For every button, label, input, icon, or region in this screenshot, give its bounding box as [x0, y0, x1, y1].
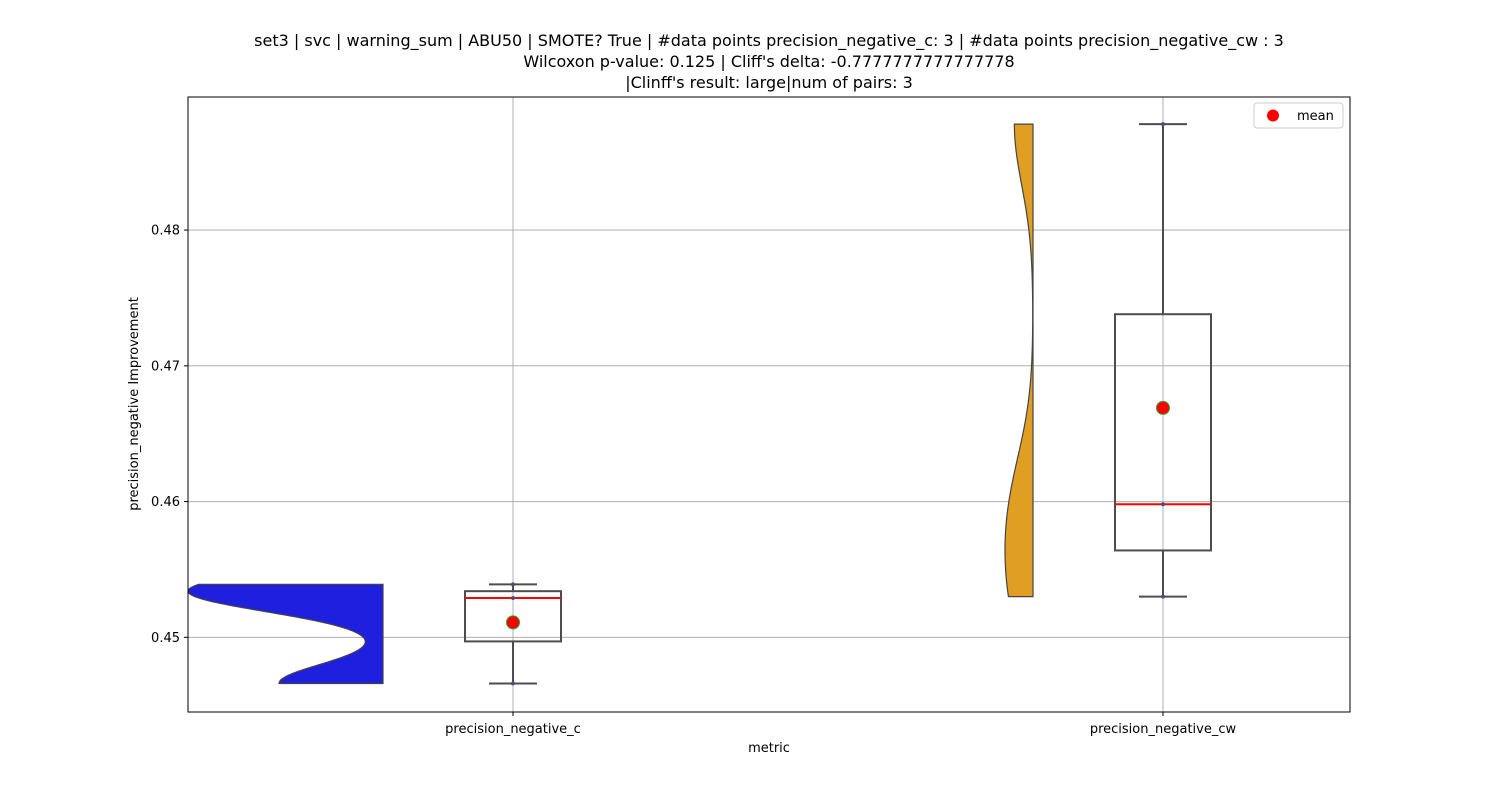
data-point [1161, 502, 1165, 507]
violin-precision_negative_c [187, 583, 384, 685]
legend: mean [1253, 102, 1344, 129]
y-tick-label: 0.48 [151, 224, 180, 239]
x-tick-label: precision_negative_c [445, 722, 581, 737]
data-point [1161, 122, 1165, 127]
x-axis-label: metric [748, 741, 790, 756]
mean-marker [1156, 400, 1170, 415]
title-line-1: set3 | svc | warning_sum | ABU50 | SMOTE… [254, 31, 1284, 51]
y-axis-label: precision_negative Improvement [127, 297, 142, 511]
box-precision_negative_c [464, 590, 562, 643]
chart-title: set3 | svc | warning_sum | ABU50 | SMOTE… [254, 31, 1284, 92]
data-point [511, 582, 515, 587]
y-axis-ticks: 0.45 0.46 0.47 0.48 [151, 224, 188, 646]
legend-mean-marker [1267, 109, 1279, 122]
legend-mean-label: mean [1297, 109, 1334, 124]
data-point [511, 595, 515, 600]
data-point [1161, 594, 1165, 599]
x-tick-label: precision_negative_cw [1090, 722, 1237, 737]
violin-precision_negative_cw [1004, 123, 1034, 598]
violins [187, 123, 1034, 685]
mean-marker [506, 615, 520, 630]
y-tick-label: 0.47 [151, 359, 180, 374]
x-axis-ticks: precision_negative_c precision_negative_c… [445, 712, 1237, 737]
y-tick-label: 0.45 [151, 631, 180, 646]
title-line-2: Wilcoxon p-value: 0.125 | Cliff's delta:… [523, 52, 1014, 71]
title-line-3: |Clinff's result: large|num of pairs: 3 [625, 73, 913, 92]
data-point [511, 681, 515, 686]
y-tick-label: 0.46 [151, 495, 180, 510]
plot-area-frame [187, 96, 1351, 713]
boxplots [464, 122, 1212, 686]
legend-frame [1253, 102, 1344, 129]
box-precision_negative_cw [1114, 313, 1212, 552]
